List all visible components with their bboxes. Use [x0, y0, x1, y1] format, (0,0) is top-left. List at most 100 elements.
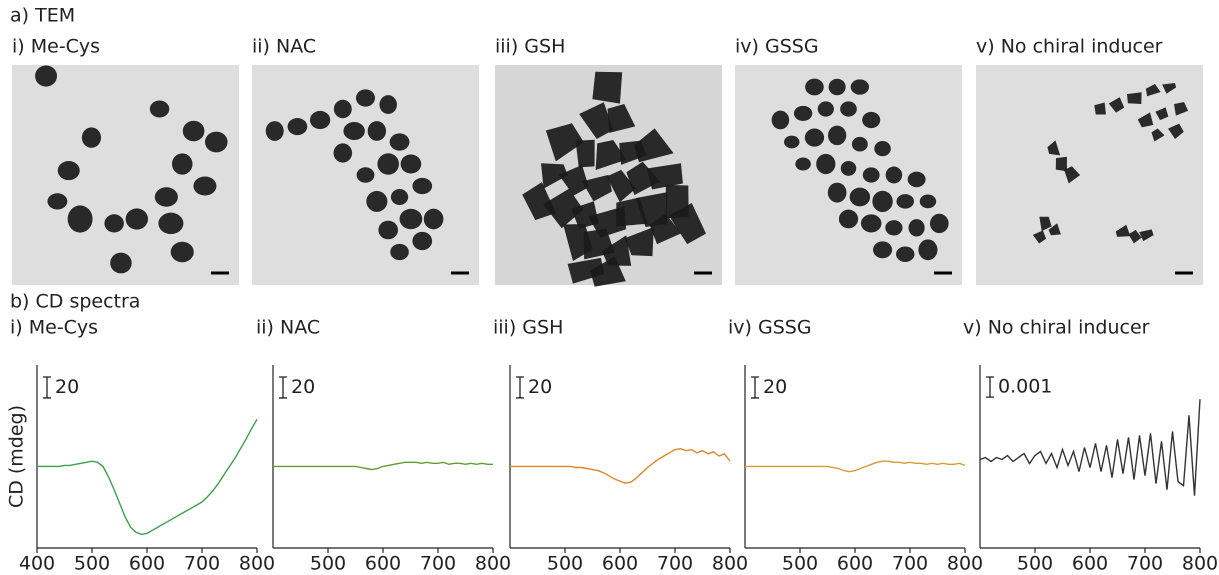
- particle: [389, 133, 410, 151]
- x-tick-label: 500: [74, 553, 110, 575]
- particle: [850, 79, 870, 95]
- particle: [872, 190, 893, 213]
- x-tick-label: 500: [782, 553, 818, 575]
- x-tick-label: 500: [1017, 553, 1053, 575]
- particle: [355, 89, 376, 107]
- particle: [158, 212, 184, 235]
- scale-bar: [751, 376, 759, 399]
- chart-title: iii) GSH: [493, 317, 563, 339]
- scale-bar-label: 0.001: [998, 376, 1052, 398]
- particle: [1048, 223, 1061, 236]
- chart-title: v) No chiral inducer: [963, 317, 1150, 339]
- x-tick-label: 700: [1127, 553, 1163, 575]
- particle: [828, 78, 846, 96]
- particle: [804, 128, 825, 147]
- x-tick-label: 700: [657, 553, 693, 575]
- particle: [149, 100, 170, 118]
- particle: [81, 127, 102, 148]
- y-axis-label: CD (mdeg): [6, 405, 28, 508]
- particle: [1155, 107, 1169, 121]
- particle: [827, 182, 847, 203]
- particle: [1151, 128, 1165, 142]
- x-tick-label: 800: [239, 553, 275, 575]
- particle: [1139, 229, 1154, 242]
- cd-line: [745, 460, 966, 473]
- x-tick-label: 600: [1072, 553, 1108, 575]
- scale-bar-label: 20: [763, 376, 787, 398]
- particle: [784, 135, 800, 149]
- tem-panels: i) Me-Cys ii) NAC iii) GSH iv) GSSG v) No ch…: [12, 36, 1203, 287]
- particle: [575, 139, 595, 168]
- scale-bar: [986, 376, 994, 398]
- particle: [1039, 216, 1052, 232]
- x-tick-label: 600: [129, 553, 165, 575]
- particle: [1168, 123, 1184, 140]
- x-tick-label: 800: [1182, 553, 1218, 575]
- particle: [828, 125, 847, 146]
- x-tick-label: 400: [19, 553, 55, 575]
- x-tick-label: 600: [837, 553, 873, 575]
- particle: [908, 219, 925, 237]
- cd-line: [37, 419, 258, 536]
- x-tick-label: 700: [892, 553, 928, 575]
- scale-bar-label: 20: [55, 376, 79, 398]
- tem-label: ii) NAC: [252, 36, 316, 58]
- particle: [874, 141, 891, 157]
- x-tick-label: 800: [475, 553, 511, 575]
- particle: [47, 193, 68, 210]
- particle: [838, 209, 859, 229]
- particle: [595, 139, 627, 171]
- particle: [1094, 102, 1106, 115]
- particle: [399, 208, 423, 230]
- chart-title: iv) GSSG: [728, 317, 812, 339]
- chart-title: ii) NAC: [256, 317, 320, 339]
- particle: [390, 189, 409, 205]
- particle: [412, 231, 433, 251]
- particle: [35, 65, 58, 87]
- particle: [840, 160, 857, 176]
- particle: [1128, 229, 1142, 244]
- chart-title: i) Me-Cys: [10, 317, 98, 339]
- scale-bar: [279, 376, 287, 399]
- scale-bar: [43, 376, 51, 399]
- particle: [793, 105, 813, 121]
- particle: [379, 95, 397, 115]
- particle: [1126, 92, 1142, 105]
- particle: [896, 194, 915, 209]
- particle: [607, 103, 636, 133]
- particle: [423, 208, 444, 230]
- particle: [1055, 156, 1067, 172]
- particle: [1145, 83, 1161, 97]
- cd-line: [510, 447, 731, 484]
- particle: [907, 171, 926, 188]
- particle: [606, 169, 636, 203]
- particle: [343, 121, 365, 141]
- particle: [170, 241, 194, 263]
- particle: [626, 161, 661, 196]
- particle: [885, 220, 903, 236]
- particle: [193, 176, 217, 196]
- particle: [541, 163, 568, 189]
- particle: [1047, 140, 1061, 156]
- particle: [333, 99, 352, 119]
- particle: [633, 128, 674, 163]
- x-tick-label: 500: [310, 553, 346, 575]
- particle: [872, 241, 893, 259]
- particle: [579, 102, 614, 139]
- x-tick-label: 600: [365, 553, 401, 575]
- particle: [367, 121, 387, 141]
- scale-bar-label: 20: [291, 376, 315, 398]
- particle: [390, 243, 409, 261]
- particle: [771, 110, 790, 130]
- tem-label: v) No chiral inducer: [976, 36, 1163, 58]
- tem-label: i) Me-Cys: [12, 36, 100, 58]
- particle: [795, 157, 811, 171]
- particle: [590, 256, 626, 287]
- tem-image: [976, 65, 1203, 285]
- particle: [862, 167, 880, 183]
- particle: [154, 187, 178, 207]
- particle: [1174, 101, 1189, 116]
- particle: [545, 123, 584, 162]
- particle: [929, 213, 949, 234]
- particle: [67, 205, 93, 233]
